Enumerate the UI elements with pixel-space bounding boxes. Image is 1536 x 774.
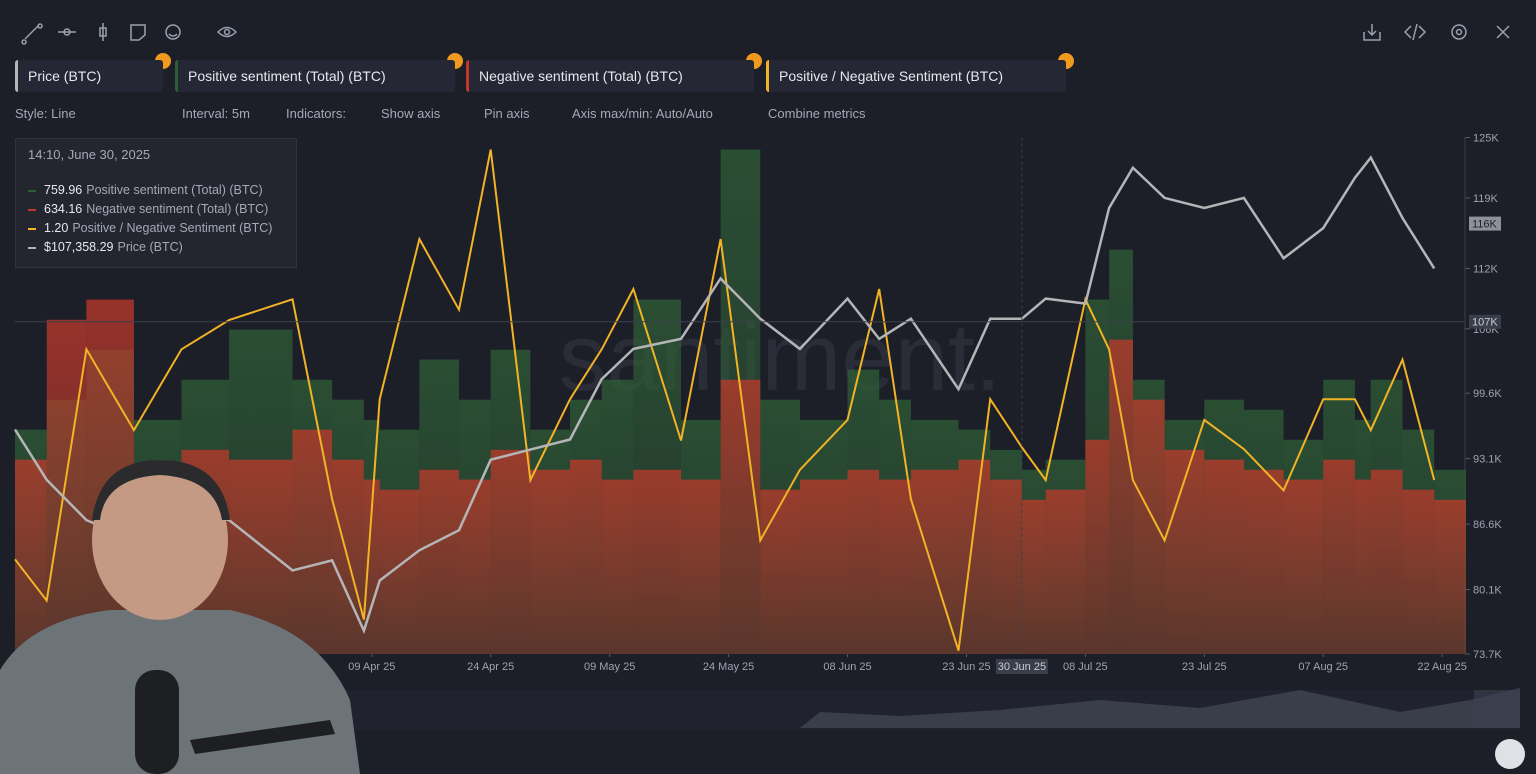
price-badge — [1469, 314, 1501, 329]
y-tick-label: 93.1K — [1473, 454, 1502, 466]
sentiment-bar — [459, 479, 491, 654]
tooltip-time: 14:10, June 30, 2025 — [28, 147, 151, 162]
y-tick-label: 86.6K — [1473, 519, 1502, 531]
x-tick-label: 23 Jul 25 — [1182, 661, 1227, 673]
toolbar-icons[interactable] — [21, 23, 1510, 45]
sentiment-bar — [760, 489, 800, 654]
sentiment-bar — [379, 489, 420, 654]
y-tick-label: 125K — [1473, 133, 1499, 145]
price-badge-label: 107K — [1472, 317, 1498, 329]
sentiment-bar — [1021, 499, 1046, 654]
y-tick-label: 99.6K — [1473, 388, 1502, 400]
x-tick-label: 08 Jul 25 — [1063, 661, 1108, 673]
tooltip-swatch — [28, 227, 36, 230]
sentiment-bar — [990, 479, 1022, 654]
sentiment-bar — [570, 459, 602, 654]
sentiment-bar — [1085, 439, 1110, 654]
sentiment-bar — [1402, 489, 1435, 654]
tooltip: 14:10, June 30, 2025 759.96 Positive senti… — [15, 138, 297, 268]
tooltip-row: 759.96 Positive sentiment (Total) (BTC) — [28, 183, 263, 197]
show-axis-toggle[interactable]: Show axis — [381, 106, 441, 121]
tooltip-value: 1.20 — [44, 221, 69, 235]
x-tick-label: 23 Jun 25 — [942, 661, 990, 673]
sentiment-bar — [681, 479, 721, 654]
x-tick-label: 22 Aug 25 — [1417, 661, 1467, 673]
y-tick-label: 119K — [1473, 193, 1499, 205]
sentiment-bar — [1354, 479, 1371, 654]
sentiment-bar — [530, 469, 570, 654]
x-tick-label: 09 Apr 25 — [348, 661, 395, 673]
tooltip-row: $107,358.29 Price (BTC) — [28, 240, 183, 254]
sentiment-bar — [720, 379, 761, 654]
tooltip-series-name: Positive sentiment (Total) (BTC) — [86, 183, 263, 197]
price-badge — [1469, 216, 1501, 231]
navigator-shape — [800, 688, 1520, 728]
interval-select[interactable]: Interval: 5m — [182, 106, 250, 121]
sentiment-bar — [1323, 459, 1355, 654]
sentiment-bar — [1132, 399, 1165, 654]
pin-axis-toggle[interactable]: Pin axis — [484, 106, 530, 121]
sentiment-bar — [847, 469, 880, 654]
sentiment-bar — [601, 479, 634, 654]
tooltip-swatch — [28, 208, 36, 211]
sentiment-bar — [958, 459, 991, 654]
tooltip-series-name: Positive / Negative Sentiment (BTC) — [72, 221, 273, 235]
metric-tab[interactable]: Negative sentiment (Total) (BTC) — [466, 60, 754, 92]
style-select[interactable]: Style: Line — [15, 106, 76, 121]
sentiment-bar — [490, 449, 531, 654]
metric-tab[interactable]: Positive sentiment (Total) (BTC) — [175, 60, 455, 92]
indicators-select[interactable]: Indicators: — [286, 106, 346, 121]
axis-range-select[interactable]: Axis max/min: Auto/Auto — [572, 106, 713, 121]
navigator-window[interactable] — [1474, 690, 1520, 728]
x-tick-label: 24 May 25 — [703, 661, 754, 673]
series-line — [14, 149, 1436, 651]
y-tick-label: 80.1K — [1473, 585, 1502, 597]
combine-metrics-button[interactable]: Combine metrics — [768, 106, 866, 121]
sentiment-bar — [879, 479, 911, 654]
sentiment-bar — [1045, 489, 1086, 654]
sentiment-bar — [292, 429, 333, 654]
tooltip-swatch — [28, 189, 36, 192]
metric-tab[interactable]: Positive / Negative Sentiment (BTC) — [766, 60, 1066, 92]
tooltip-series-name: Price (BTC) — [117, 240, 183, 254]
help-button[interactable] — [1495, 739, 1525, 769]
sentiment-bar — [1370, 469, 1403, 654]
sentiment-bar — [633, 469, 681, 654]
tooltip-row: 1.20 Positive / Negative Sentiment (BTC) — [28, 221, 272, 235]
x-tick-label: 08 Jun 25 — [823, 661, 871, 673]
x-tick-label: 09 May 25 — [584, 661, 635, 673]
sentiment-bar — [1109, 339, 1133, 654]
sentiment-bar — [799, 479, 848, 654]
metric-tab[interactable]: Price (BTC) — [15, 60, 163, 92]
x-tick-label: 07 Aug 25 — [1298, 661, 1348, 673]
x-tick-label: 24 Apr 25 — [467, 661, 514, 673]
sentiment-bar — [1164, 449, 1205, 654]
crosshair-badge — [995, 659, 1048, 674]
tooltip-row: 634.16 Negative sentiment (Total) (BTC) — [28, 202, 268, 216]
sentiment-bar — [363, 479, 380, 654]
price-badge-label: 116K — [1472, 219, 1498, 231]
y-tick-label: 112K — [1473, 263, 1499, 275]
sentiment-bar — [1243, 469, 1284, 654]
sentiment-bar — [419, 469, 459, 654]
tooltip-value: 634.16 — [44, 202, 83, 216]
webcam-overlay — [0, 460, 360, 774]
crosshair-label: 30 Jun 25 — [998, 661, 1046, 673]
sentiment-bar — [15, 459, 47, 654]
tooltip-series-name: Negative sentiment (Total) (BTC) — [86, 202, 269, 216]
series-line — [13, 155, 1436, 635]
y-tick-label: 73.7K — [1473, 649, 1502, 661]
tooltip-swatch — [28, 246, 36, 249]
sentiment-bar — [1204, 459, 1244, 654]
sentiment-bar — [1283, 479, 1324, 654]
tooltip-value: $107,358.29 — [44, 240, 114, 254]
sentiment-bar — [1434, 499, 1466, 654]
tooltip-value: 759.96 — [44, 183, 83, 197]
